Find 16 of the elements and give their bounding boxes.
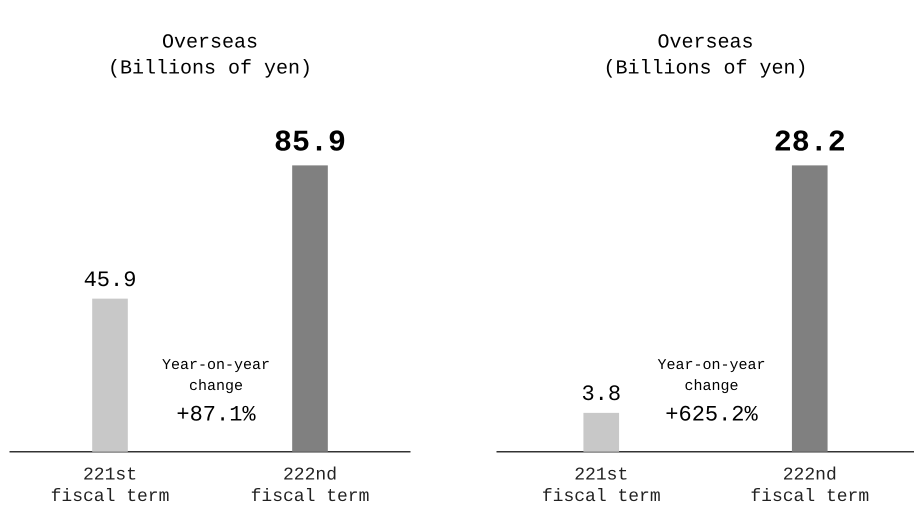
x-tick-label: 221st fiscal term [542, 465, 661, 507]
x-tick-label: 221st fiscal term [50, 465, 170, 507]
data-label: 45.9 [84, 268, 136, 293]
chart-subtitle: (Billions of yen) [108, 57, 312, 80]
data-label: 85.9 [274, 126, 346, 160]
x-tick-label: 222nd fiscal term [750, 465, 870, 507]
annotation: +625.2% [665, 402, 758, 428]
annotation: +87.1% [176, 402, 256, 428]
chart-title: Overseas [657, 31, 754, 54]
annotation: Year-on-year change [162, 356, 270, 395]
annotation: Year-on-year change [657, 356, 766, 395]
chart-subtitle: (Billions of yen) [603, 57, 808, 80]
data-label: 28.2 [774, 126, 846, 160]
chart-title: Overseas [162, 31, 258, 54]
x-tick-label: 222nd fiscal term [250, 465, 370, 507]
data-label: 3.8 [581, 382, 622, 408]
